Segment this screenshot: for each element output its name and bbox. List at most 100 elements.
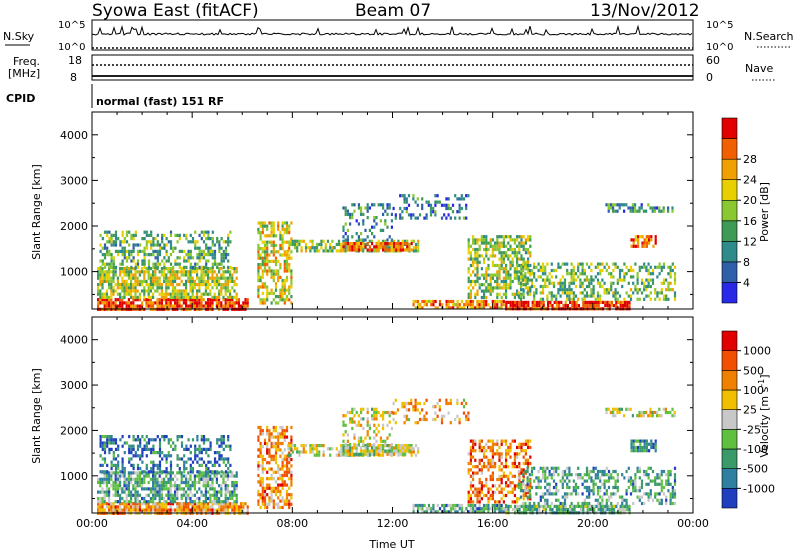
echo-cell [101,480,104,485]
echo-cell [467,414,470,418]
echo-cell [392,239,396,243]
echo-cell [291,450,294,454]
echo-cell [108,502,111,506]
echo-cell [165,283,168,287]
echo-cell [229,265,232,269]
echo-cell [344,446,347,450]
echo-cell [525,508,528,512]
echo-cell [266,483,269,487]
echo-cell [384,248,387,252]
echo-cell [283,285,286,289]
echo-cell [304,444,308,448]
echo-cell [384,219,387,223]
echo-cell [648,241,651,245]
echo-cell [496,292,499,296]
echo-cell [185,508,188,512]
echo-cell [505,442,508,446]
echo-cell [103,441,107,445]
echo-cell [472,465,475,469]
noise-sky-trace [91,24,693,36]
echo-cell [185,493,188,497]
echo-cell [288,269,291,273]
echo-cell [403,405,406,409]
echo-cell [141,237,144,241]
echo-cell [165,295,168,299]
echo-cell [108,487,111,491]
echo-cell [393,452,396,456]
echo-cell [121,295,124,299]
echo-cell [231,502,234,506]
echo-cell [112,270,115,274]
echo-cell [103,262,107,266]
echo-cell [191,438,195,442]
echo-cell [171,500,174,504]
echo-cell [279,231,282,235]
echo-cell [487,303,490,307]
echo-cell [119,500,122,504]
echo-cell [266,441,269,446]
echo-cell [101,477,104,481]
echo-cell [377,242,380,246]
echo-cell [616,297,619,301]
echo-cell [531,508,534,512]
echo-cell [110,270,113,274]
echo-cell [595,300,598,304]
echo-cell [476,306,479,310]
echo-cell [522,283,525,287]
echo-cell [105,273,108,277]
echo-cell [472,471,475,475]
echo-cell [496,500,499,504]
echo-cell [662,294,666,298]
echo-cell [226,276,229,280]
echo-cell [279,295,282,299]
echo-cell [357,245,360,249]
echo-cell [215,502,218,506]
echo-cell [563,284,567,289]
echo-cell [110,259,113,263]
echo-cell [187,295,190,299]
echo-cell [167,496,170,501]
echo-cell [417,246,420,250]
echo-cell [467,267,470,271]
echo-cell [145,246,148,250]
echo-cell [281,496,284,500]
echo-cell [259,464,262,468]
echo-cell [174,270,177,274]
echo-cell [196,295,199,299]
echo-cell [156,276,159,280]
echo-cell [342,248,345,252]
echo-cell [103,295,106,299]
echo-cell [198,256,201,260]
echo-cell [440,216,444,220]
echo-cell [467,244,470,248]
echo-cell [505,484,508,488]
echo-cell [187,298,190,302]
echo-cell [469,292,472,296]
echo-cell [438,200,441,204]
echo-cell [516,244,519,248]
echo-cell [207,484,210,488]
y-tick-label: 3000 [60,174,88,187]
echo-cell [612,275,615,279]
echo-cell [123,474,126,478]
echo-cell [229,490,232,494]
echo-cell [189,467,192,471]
echo-cell [480,235,483,239]
echo-cell [257,295,260,299]
echo-cell [386,444,389,448]
echo-cell [509,484,512,488]
echo-cell [637,238,640,242]
echo-cell [257,288,260,292]
echo-cell [407,417,411,422]
echo-cell [645,278,648,282]
echo-cell [452,507,455,511]
echo-cell [498,503,501,508]
echo-cell [592,294,595,298]
echo-cell [178,262,181,266]
echo-cell [533,272,536,276]
echo-cell [261,256,264,260]
echo-cell [119,505,122,509]
echo-cell [529,286,532,290]
echo-cell [302,239,305,243]
echo-cell [517,291,520,295]
